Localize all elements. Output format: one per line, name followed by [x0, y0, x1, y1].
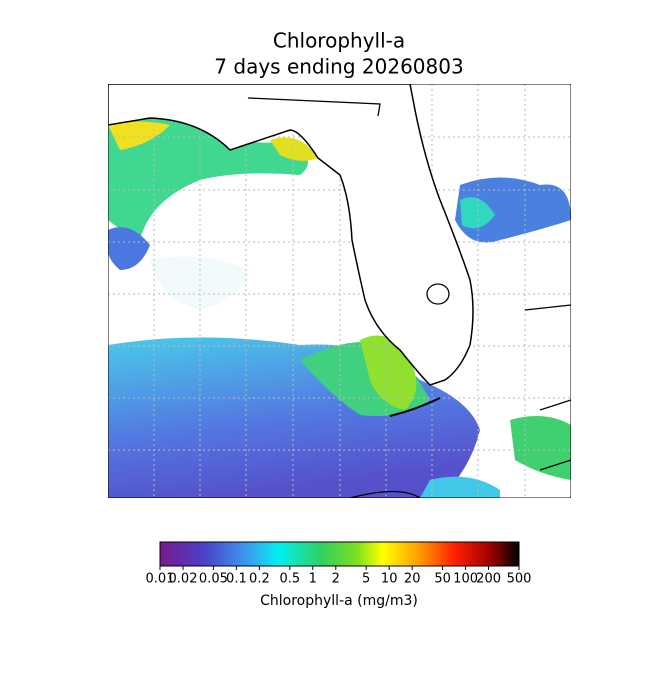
colorbar — [159, 541, 520, 567]
colorbar-tick-label: 0.2 — [249, 572, 270, 587]
colorbar-tick-label: 500 — [507, 572, 532, 587]
colorbar-tick-label: 10 — [381, 572, 398, 587]
colorbar-tick-label: 2 — [332, 572, 340, 587]
colorbar-tick-label: 200 — [476, 572, 501, 587]
colorbar-tick-label: 0.02 — [169, 572, 198, 587]
colorbar-tick-label: 0.05 — [199, 572, 228, 587]
colorbar-tick-label: 20 — [404, 572, 421, 587]
graticule — [108, 84, 571, 498]
title-line1: Chlorophyll-a — [273, 29, 405, 53]
colorbar-gradient — [159, 541, 520, 567]
colorbar-tick-label: 0.1 — [226, 572, 247, 587]
colorbar-tick-label: 1 — [309, 572, 317, 587]
colorbar-tick-label: 100 — [453, 572, 478, 587]
colorbar-tick-label: 50 — [434, 572, 451, 587]
coastline — [108, 84, 474, 386]
colorbar-label: Chlorophyll-a (mg/m3) — [260, 593, 418, 609]
map — [108, 84, 571, 498]
colorbar-tick-label: 5 — [362, 572, 370, 587]
title-line2: 7 days ending 20260803 — [214, 55, 463, 79]
colorbar-tick-label: 0.01 — [146, 572, 175, 587]
colorbar-tick-label: 0.5 — [279, 572, 300, 587]
